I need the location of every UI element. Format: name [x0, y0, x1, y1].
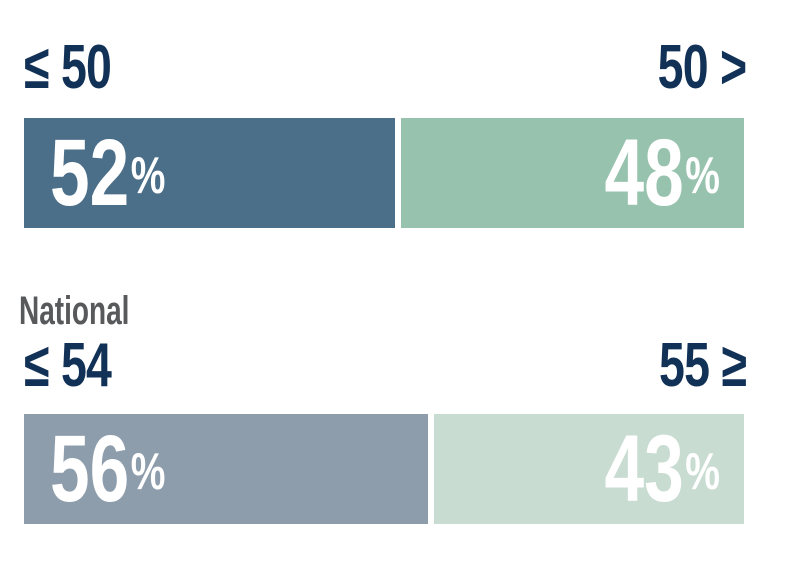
percent-sign: % — [130, 146, 166, 205]
group-label-national: National — [19, 289, 130, 333]
segment-value-48: 48% — [604, 119, 720, 226]
value-number: 52 — [50, 119, 130, 226]
bar-segment-ge-55: 43% — [433, 414, 744, 524]
bar-segment-le-54: 56% — [24, 414, 428, 524]
bar-segment-le-50: 52% — [24, 118, 396, 228]
axis-label-le-50: ≤ 50 — [24, 33, 112, 102]
bar-segment-gt-50: 48% — [401, 118, 744, 228]
axis-labels-row-1: ≤ 50 50 > — [24, 33, 747, 102]
segment-value-52: 52% — [50, 119, 166, 226]
value-number: 48 — [604, 119, 684, 226]
segment-value-56: 56% — [50, 415, 166, 522]
percent-sign: % — [685, 146, 720, 205]
bar-row-1: 52% 48% — [24, 118, 744, 228]
segment-value-43: 43% — [604, 415, 720, 522]
axis-label-ge-55: 55 ≥ — [658, 331, 747, 400]
percent-sign: % — [685, 442, 720, 501]
axis-label-le-54: ≤ 54 — [24, 331, 112, 400]
percent-sign: % — [130, 442, 166, 501]
bar-row-2: 56% 43% — [24, 414, 744, 524]
axis-labels-row-2: ≤ 54 55 ≥ — [24, 331, 747, 400]
value-number: 43 — [604, 415, 684, 522]
value-number: 56 — [50, 415, 130, 522]
axis-label-gt-50: 50 > — [657, 33, 747, 102]
